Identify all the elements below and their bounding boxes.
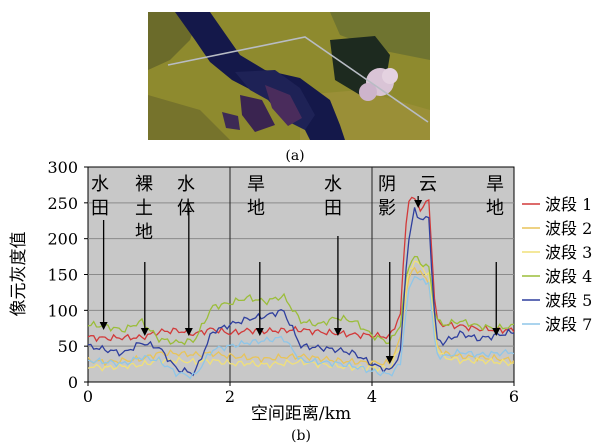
y-tick-label: 300 — [47, 158, 78, 177]
legend-label: 波段 5 — [545, 291, 592, 310]
y-tick-label: 0 — [68, 373, 78, 392]
panel-a-label: (a) — [285, 148, 304, 164]
annotation-label: 旱 — [486, 174, 504, 195]
annotation-label: 影 — [378, 198, 396, 219]
y-tick-label: 250 — [47, 194, 78, 213]
arrow-head — [414, 200, 423, 208]
annotation-label: 地 — [486, 198, 504, 219]
annotation-label: 土 — [135, 198, 153, 219]
y-axis-ticks: 0 50 100 150 200 250 300 — [47, 158, 88, 392]
series-line — [88, 275, 514, 380]
x-axis-label: 空间距离/km — [251, 404, 351, 424]
y-axis-label: 像元灰度值 — [9, 232, 29, 317]
annotation-label: 阴 — [378, 174, 396, 195]
arrow-head — [385, 356, 394, 364]
y-tick-label: 150 — [47, 266, 78, 285]
grid-lines — [88, 202, 514, 347]
series-lines — [88, 196, 514, 380]
arrow-head — [184, 328, 193, 336]
annotation-label: 云 — [419, 174, 437, 195]
annotation-label: 地 — [247, 198, 265, 219]
legend-label: 波段 7 — [545, 315, 592, 334]
x-axis-ticks: 0 2 4 6 — [83, 382, 519, 406]
arrow-head — [99, 322, 108, 330]
legend: 波段 1 波段 2 波段 3 波段 4 波段 5 波段 7 — [522, 195, 592, 334]
arrow-head — [140, 328, 149, 336]
y-tick-label: 50 — [58, 337, 78, 356]
legend-label: 波段 2 — [545, 219, 592, 238]
series-line — [88, 196, 514, 343]
satellite-image — [148, 12, 430, 140]
arrow-head — [333, 328, 342, 336]
arrow-head — [255, 328, 264, 336]
legend-label: 波段 3 — [545, 243, 592, 262]
x-tick-label: 2 — [225, 387, 235, 406]
y-tick-label: 100 — [47, 301, 78, 320]
annotation-label: 水 — [177, 174, 195, 195]
arrow-head — [492, 328, 501, 336]
annotation-label: 水 — [91, 174, 109, 195]
annotation-label: 田 — [324, 198, 342, 219]
annotation-label: 田 — [91, 198, 109, 219]
series-line — [88, 255, 514, 346]
x-tick-label: 0 — [83, 387, 93, 406]
annotation-label: 地 — [135, 222, 153, 243]
annotation-label: 裸 — [135, 174, 153, 195]
x-tick-label: 6 — [509, 387, 519, 406]
legend-label: 波段 4 — [545, 267, 592, 286]
series-line — [88, 207, 514, 377]
x-tick-label: 4 — [367, 387, 377, 406]
legend-label: 波段 1 — [545, 195, 592, 214]
y-tick-label: 200 — [47, 230, 78, 249]
separator-lines — [229, 167, 373, 382]
annotation-label: 水 — [324, 174, 342, 195]
panel-b-label: (b) — [291, 428, 311, 444]
annotation-label: 体 — [177, 198, 195, 219]
annotation-label: 旱 — [247, 174, 265, 195]
